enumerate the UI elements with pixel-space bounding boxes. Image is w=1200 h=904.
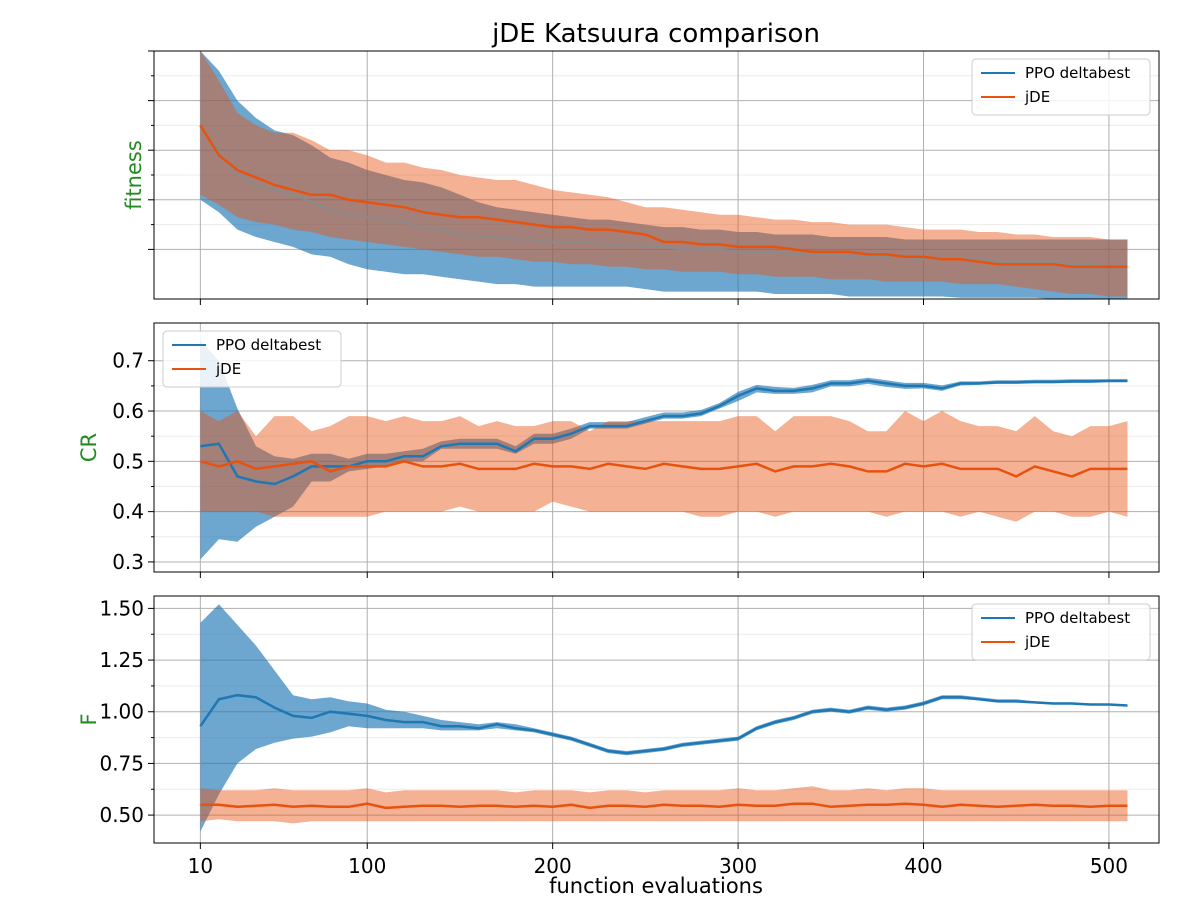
line-jde (200, 802, 1128, 810)
y-tick-label: 1.50 (99, 596, 144, 620)
plot-area (200, 340, 1128, 560)
band-ppo (200, 51, 1128, 299)
line-jde (199, 124, 1128, 269)
legend-label: jDE (1024, 633, 1050, 651)
legend-label: PPO deltabest (1025, 64, 1130, 82)
panel-frame (153, 595, 1160, 844)
plot-area (199, 51, 1128, 299)
legend-label: PPO deltabest (1025, 609, 1130, 627)
line-ppo (199, 693, 1128, 755)
y-tick-label: 0.6 (112, 399, 144, 423)
y-tick-label: 1.25 (99, 648, 144, 672)
legend-box (971, 603, 1151, 661)
line-ppo (199, 127, 1128, 268)
x-tick-label: 500 (1090, 854, 1128, 878)
y-axis-label: F (77, 713, 101, 725)
x-tick-label: 400 (904, 854, 942, 878)
legend-label: jDE (1024, 88, 1050, 106)
panel-F: 0.50 0.75 1.00 1.25 1.50 10 100 200 300 400 500 F PP… (77, 595, 1160, 878)
legend-box (162, 330, 342, 388)
panel-frame (153, 50, 1160, 300)
y-tick-label: 0.7 (112, 349, 144, 373)
legend: PPO deltabest jDE (971, 603, 1151, 661)
x-tick-label: 100 (348, 854, 386, 878)
y-tick-label: 1.00 (99, 700, 144, 724)
y-tick-label: 0.5 (112, 449, 144, 473)
legend: PPO deltabest jDE (162, 330, 342, 388)
x-tick-label: 10 (188, 854, 213, 878)
line-ppo (200, 379, 1128, 486)
legend-label: jDE (215, 360, 241, 378)
y-tick-label: 0.75 (99, 751, 144, 775)
band-jde (200, 411, 1128, 522)
legend: PPO deltabest jDE (971, 58, 1151, 116)
band-jde (200, 51, 1128, 297)
chart-title: jDE Katsuura comparison (491, 19, 820, 49)
x-tick-label: 200 (534, 854, 572, 878)
x-tick-label: 300 (719, 854, 757, 878)
y-tick-label: 0.3 (112, 550, 144, 574)
y-tick-label: 0.4 (112, 500, 144, 524)
plot-area (199, 604, 1128, 832)
y-axis-label: fitness (122, 140, 146, 210)
line-jde (200, 459, 1128, 478)
y-axis-label: CR (77, 433, 101, 462)
legend-box (971, 58, 1151, 116)
panel-fitness: fitness PPO deltabest jDE (122, 50, 1160, 305)
panel-frame (153, 322, 1160, 573)
band-ppo (200, 604, 1128, 832)
panel-CR: 0.3 0.4 0.5 0.6 0.7 CR PPO deltabest jDE (77, 322, 1160, 578)
legend-label: PPO deltabest (216, 336, 321, 354)
x-axis-label: function evaluations (549, 874, 763, 898)
y-tick-label: 0.50 (99, 803, 144, 827)
